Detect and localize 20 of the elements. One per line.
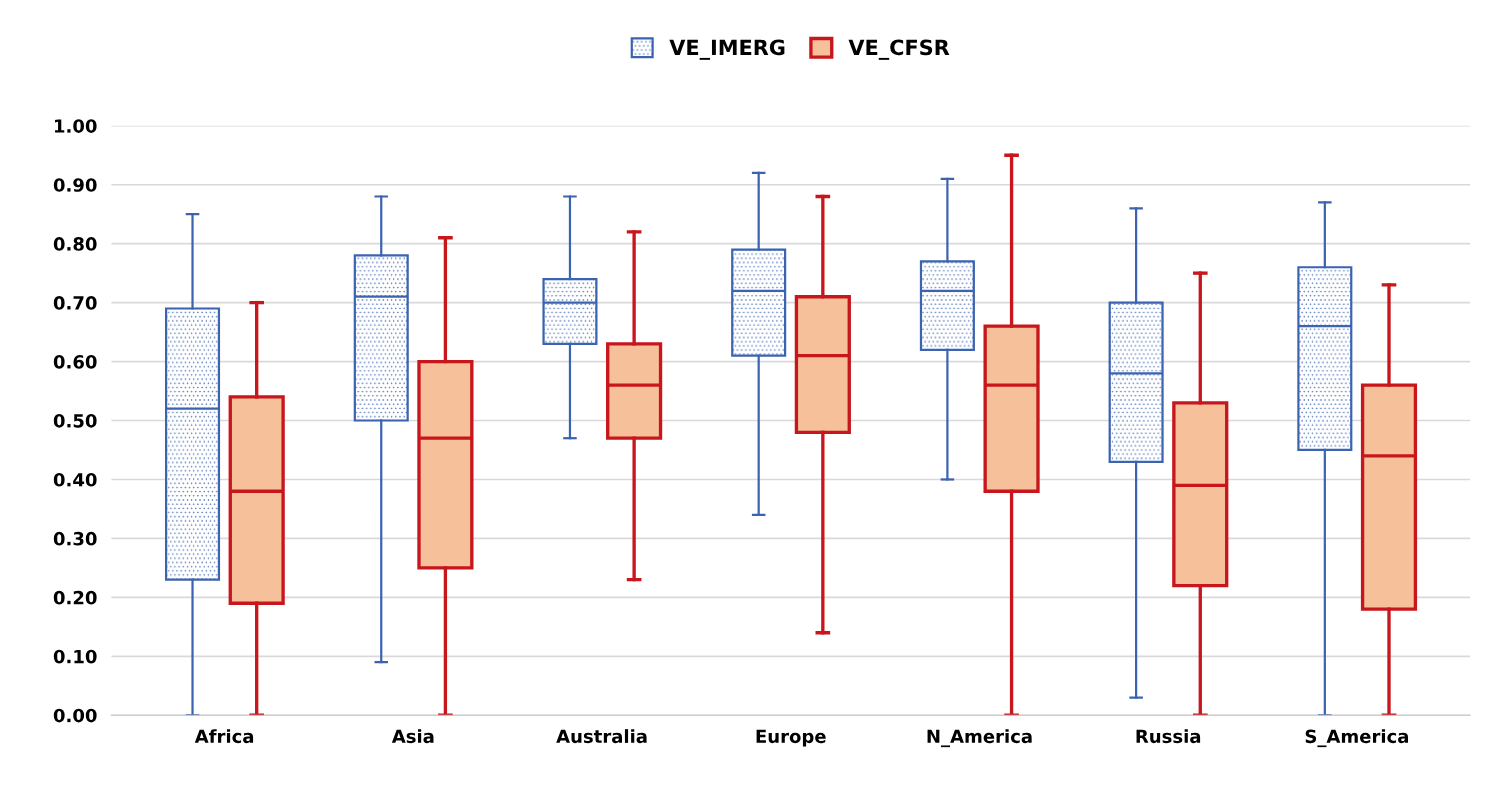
y-tick-label: 0.90: [53, 178, 97, 192]
legend-label: VE_IMERG: [669, 39, 785, 60]
y-tick-label: 0.70: [53, 296, 97, 310]
x-tick-label: Asia: [391, 729, 434, 744]
x-tick-label: Russia: [1136, 729, 1201, 744]
y-tick-label: 0.30: [53, 531, 97, 546]
x-tick-label: Africa: [194, 729, 254, 744]
x-tick-label: S_America: [1305, 729, 1409, 748]
y-tick-label: 1.00: [54, 119, 97, 133]
x-tick-label: Europe: [756, 729, 826, 747]
y-tick-label: 0.60: [53, 355, 97, 369]
x-tick-label: Australia: [556, 729, 647, 744]
legend-label: VE_CFSR: [848, 39, 950, 60]
y-tick-label: 0.50: [53, 413, 97, 428]
y-tick-label: 0.00: [53, 708, 97, 723]
y-tick-label: 0.10: [53, 649, 97, 664]
y-tick-label: 0.40: [53, 472, 97, 487]
y-tick-label: 0.80: [53, 237, 97, 251]
y-tick-label: 0.20: [53, 590, 97, 605]
x-tick-label: N_America: [927, 729, 1032, 748]
